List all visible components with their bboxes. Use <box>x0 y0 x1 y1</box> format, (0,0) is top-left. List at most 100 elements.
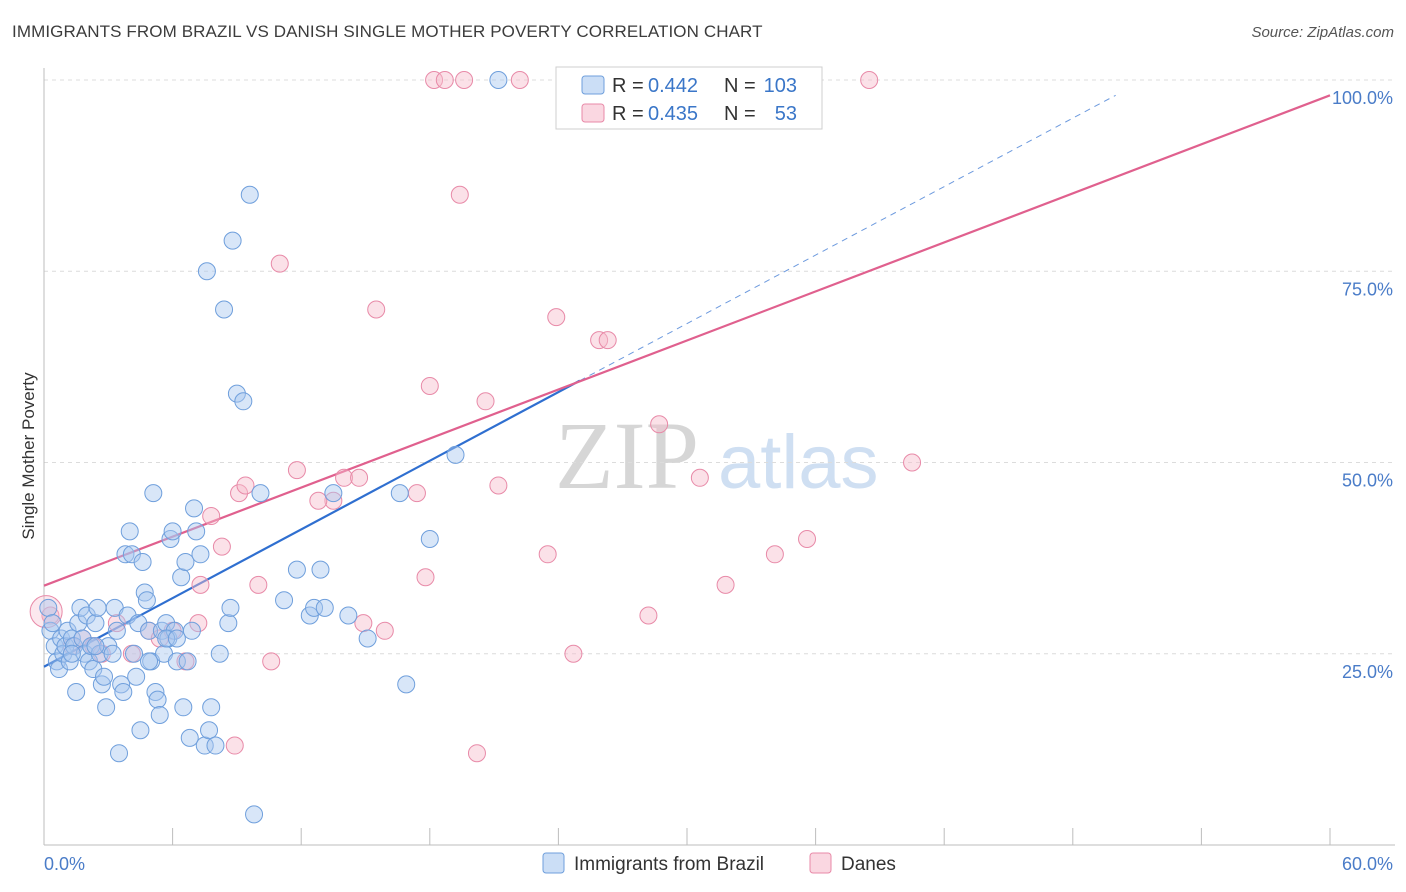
data-point-danes <box>225 736 244 755</box>
data-point-brazil <box>118 606 137 625</box>
data-point-danes <box>476 392 495 411</box>
data-point-danes <box>435 71 454 89</box>
data-point-brazil <box>311 560 330 579</box>
data-point-danes-large <box>29 595 63 629</box>
y-tick-label: 25.0% <box>1342 662 1393 682</box>
data-point-brazil <box>287 560 306 579</box>
data-point-brazil <box>174 698 193 717</box>
data-point-danes <box>860 71 879 89</box>
data-point-brazil <box>245 805 264 824</box>
data-point-brazil <box>191 545 210 564</box>
x-axis-tick-labels: 0.0% 60.0% <box>44 854 1393 874</box>
source-credit: Source: ZipAtlas.com <box>1251 24 1394 41</box>
data-point-brazil <box>240 185 259 204</box>
data-point-danes <box>538 545 557 564</box>
data-point-danes <box>716 575 735 594</box>
y-tick-label: 50.0% <box>1342 471 1393 491</box>
bottom-legend-swatch-brazil <box>542 852 565 874</box>
data-point-brazil <box>305 598 324 617</box>
legend-n-value-brazil: 103 <box>764 75 797 97</box>
data-point-brazil <box>110 744 129 763</box>
data-point-danes <box>367 300 386 319</box>
trendline-brazil <box>43 94 1116 668</box>
data-point-danes <box>191 575 210 594</box>
data-point-brazil <box>129 614 148 633</box>
data-point-brazil <box>148 690 167 709</box>
data-point-brazil <box>315 598 334 617</box>
data-point-danes <box>467 744 486 763</box>
data-point-brazil <box>163 522 182 541</box>
data-point-danes <box>212 537 231 556</box>
trendline-danes <box>43 94 1331 587</box>
data-point-danes <box>455 71 474 89</box>
data-point-brazil <box>206 736 225 755</box>
data-point-brazil <box>112 675 131 694</box>
data-point-danes <box>375 621 394 640</box>
axes <box>43 68 1395 846</box>
x-tick-label-min: 0.0% <box>44 854 85 874</box>
data-point-danes <box>690 468 709 487</box>
data-point-brazil <box>86 614 105 633</box>
data-point-danes <box>309 491 328 510</box>
data-point-danes <box>598 331 617 350</box>
data-point-brazil <box>223 231 242 250</box>
data-point-danes <box>650 415 669 434</box>
series-danes <box>29 71 922 763</box>
data-point-danes <box>639 606 658 625</box>
data-point-brazil <box>167 652 186 671</box>
data-point-brazil <box>251 484 270 503</box>
data-point-brazil <box>92 675 111 694</box>
bottom-legend-swatch-danes <box>809 852 832 874</box>
data-point-brazil <box>150 705 169 724</box>
bottom-legend-label-danes: Danes <box>841 854 896 875</box>
data-point-brazil <box>176 552 195 571</box>
data-point-brazil <box>67 683 86 701</box>
data-point-brazil <box>324 484 343 503</box>
data-point-danes <box>416 568 435 587</box>
x-axis-ticks <box>172 828 1331 845</box>
data-point-brazil <box>167 629 186 648</box>
data-point-brazil <box>62 644 81 663</box>
data-point-brazil <box>84 660 103 679</box>
data-point-danes <box>202 507 221 526</box>
legend: R = 0.442 N = 103 R = 0.435 N = 53 <box>555 66 823 130</box>
legend-swatch-danes <box>581 103 605 123</box>
data-point-brazil <box>210 644 229 663</box>
data-point-danes <box>903 453 922 472</box>
data-point-danes <box>407 484 426 503</box>
watermark: ZIP atlas <box>555 402 879 509</box>
data-point-brazil <box>39 598 58 617</box>
data-point-danes <box>489 476 508 495</box>
y-axis-tick-labels: 25.0% 50.0% 75.0% 100.0% <box>1332 88 1393 682</box>
data-point-danes <box>335 468 354 487</box>
data-point-brazil <box>221 598 240 617</box>
data-point-brazil <box>107 621 126 640</box>
data-point-brazil <box>133 552 152 571</box>
data-point-brazil <box>47 652 66 671</box>
data-point-brazil <box>161 530 180 548</box>
data-point-danes <box>270 254 289 273</box>
trendline-brazil-solid <box>43 379 581 668</box>
data-point-danes <box>249 575 268 594</box>
data-point-danes <box>765 545 784 564</box>
data-point-danes <box>798 530 817 548</box>
watermark-zip: ZIP <box>555 402 699 509</box>
data-point-brazil <box>178 652 197 671</box>
data-point-brazil <box>339 606 358 625</box>
data-point-brazil <box>157 629 176 648</box>
data-point-brazil <box>397 675 416 694</box>
y-tick-label: 100.0% <box>1332 88 1393 108</box>
data-point-danes <box>41 606 60 625</box>
legend-r-value-brazil: 0.442 <box>648 75 698 97</box>
legend-n-value-danes: 53 <box>775 103 797 125</box>
data-point-brazil <box>95 667 114 686</box>
data-point-danes <box>450 185 469 204</box>
y-axis-title: Single Mother Poverty <box>19 372 38 540</box>
data-point-danes <box>262 652 281 671</box>
data-point-brazil <box>140 621 159 640</box>
data-point-brazil <box>358 629 377 648</box>
legend-swatch-brazil <box>581 75 605 95</box>
data-point-brazil <box>125 644 144 663</box>
data-point-danes <box>354 614 373 633</box>
